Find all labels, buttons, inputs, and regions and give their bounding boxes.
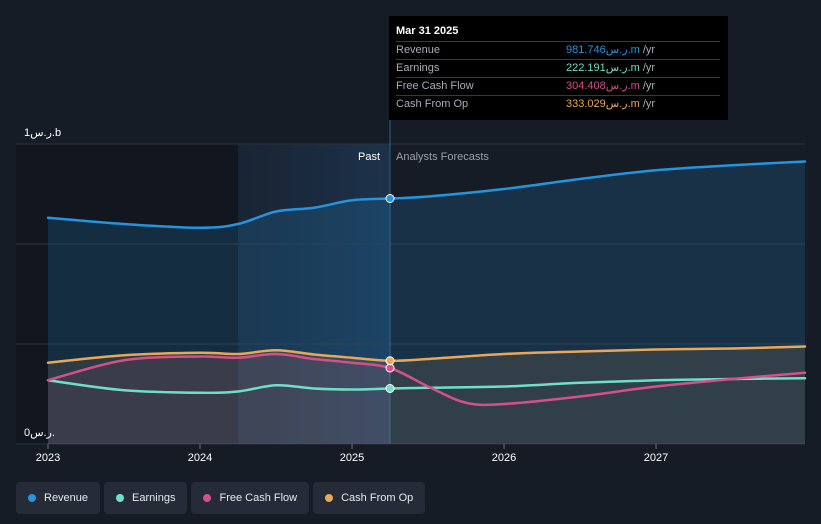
tooltip-row-revenue: Revenue 981.746ر.س.m /yr	[396, 41, 720, 59]
tooltip-unit: /yr	[639, 98, 656, 110]
tooltip-unit: /yr	[639, 62, 656, 74]
series-line-revenue	[46, 160, 807, 230]
highlight-band	[238, 144, 391, 444]
x-tick-label: 2026	[492, 452, 516, 464]
series-marker-revenue	[385, 194, 395, 203]
legend-item-revenue[interactable]: Revenue	[16, 482, 101, 514]
legend-item-cash-from-op[interactable]: Cash From Op	[313, 482, 426, 514]
chart-markers	[385, 194, 395, 393]
y-axis-bottom-label: 0ر.س.	[24, 427, 55, 439]
legend-dot-icon	[325, 494, 334, 502]
chart-background	[16, 144, 391, 444]
legend-item-earnings[interactable]: Earnings	[104, 482, 188, 514]
tooltip-date: Mar 31 2025	[396, 25, 459, 37]
chart-areas	[48, 161, 805, 444]
legend-label: Free Cash Flow	[219, 492, 298, 504]
tooltip-value-wrap: 304.408ر.س.m /yr	[566, 78, 720, 95]
legend-item-free-cash-flow[interactable]: Free Cash Flow	[191, 482, 310, 514]
tooltip-value-wrap: 222.191ر.س.m /yr	[566, 60, 720, 77]
series-area-free-cash-flow-past	[48, 353, 391, 444]
tooltip-row-earnings: Earnings 222.191ر.س.m /yr	[396, 59, 720, 77]
x-tick-label: 2023	[36, 452, 60, 464]
tooltip-unit: /yr	[639, 44, 656, 56]
chart-legend: Revenue Earnings Free Cash Flow Cash Fro…	[16, 482, 426, 514]
x-tick-label: 2027	[644, 452, 668, 464]
tooltip-label: Free Cash Flow	[396, 80, 474, 92]
series-line-earnings	[46, 377, 807, 395]
legend-label: Revenue	[44, 492, 89, 504]
legend-label: Cash From Op	[341, 492, 414, 504]
series-marker-earnings	[385, 384, 395, 393]
tooltip-value-wrap: 981.746ر.س.m /yr	[566, 42, 720, 59]
legend-dot-icon	[203, 494, 212, 502]
tooltip-label: Revenue	[396, 44, 441, 56]
x-axis-ticks: 2023 2024 2025 2026 2027	[36, 444, 668, 464]
x-tick-label: 2025	[340, 452, 364, 464]
tooltip-row-cash-from-op: Cash From Op 333.029ر.س.m /yr	[396, 95, 720, 113]
series-area-cash-from-op	[48, 346, 805, 444]
tooltip-value: 333.029ر.س.m	[566, 98, 640, 110]
tooltip-value-wrap: 333.029ر.س.m /yr	[566, 96, 720, 113]
legend-dot-icon	[116, 494, 125, 502]
series-area-revenue	[48, 161, 805, 444]
data-tooltip: Mar 31 2025 Revenue 981.746ر.س.m /yr Ear…	[389, 16, 728, 120]
tooltip-label: Earnings	[396, 62, 440, 74]
series-line-cash-from-op	[46, 345, 807, 364]
chart-lines	[46, 160, 807, 407]
tooltip-value: 981.746ر.س.m	[566, 44, 640, 56]
y-axis-top-label: 1ر.س.b	[24, 127, 61, 139]
forecast-label: Analysts Forecasts	[396, 151, 489, 163]
tooltip-value: 222.191ر.س.m	[566, 62, 640, 74]
x-tick-label: 2024	[188, 452, 212, 464]
tooltip-row-free-cash-flow: Free Cash Flow 304.408ر.س.m /yr	[396, 77, 720, 95]
series-marker-cash-from-op	[385, 356, 395, 366]
tooltip-label: Cash From Op	[396, 98, 469, 110]
legend-dot-icon	[28, 494, 36, 502]
chart-labels: 1ر.س.b 0ر.س. Past Analysts Forecasts	[24, 127, 489, 439]
past-label: Past	[358, 151, 380, 163]
tooltip-unit: /yr	[639, 80, 656, 92]
legend-label: Earnings	[132, 492, 176, 504]
tooltip-value: 304.408ر.س.m	[566, 80, 640, 92]
